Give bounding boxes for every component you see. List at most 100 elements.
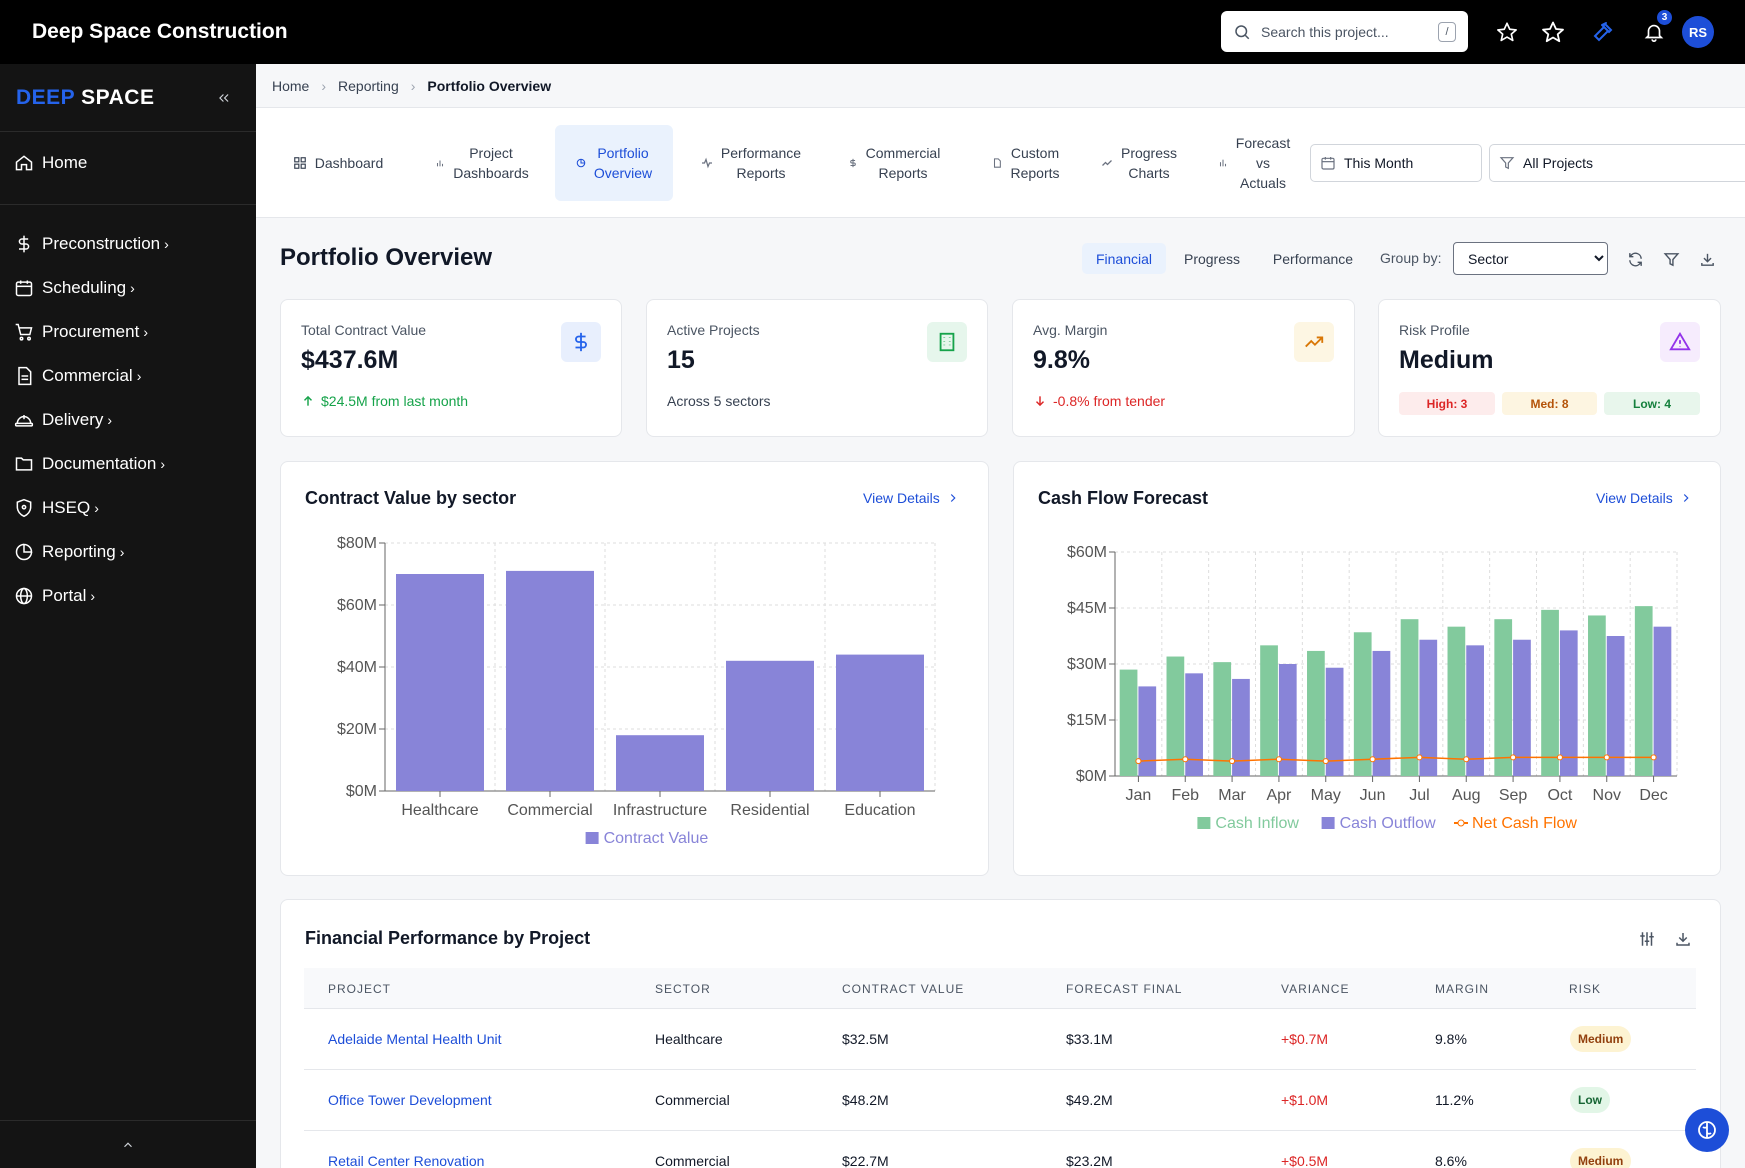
kpi-card-contract-value: Total Contract Value $437.6M $24.5M from… <box>280 299 622 437</box>
file-icon <box>994 158 1002 168</box>
sidebar-item-scheduling[interactable]: Scheduling › <box>14 276 135 300</box>
line-point <box>1650 754 1657 761</box>
star-outline-icon[interactable] <box>1539 18 1567 46</box>
view-tab-financial[interactable]: Financial <box>1082 243 1166 274</box>
column-header[interactable]: PROJECT <box>328 982 392 996</box>
view-tab-progress[interactable]: Progress <box>1183 250 1241 267</box>
filter-icon <box>1499 157 1515 170</box>
y-tick-label: $20M <box>337 721 377 738</box>
column-header[interactable]: CONTRACT VALUE <box>842 982 965 996</box>
cart-icon <box>15 323 33 341</box>
x-tick-label: Sep <box>1499 787 1528 804</box>
y-tick-label: $0M <box>346 783 377 800</box>
sidebar-item-documentation[interactable]: Documentation › <box>14 452 165 476</box>
project-link[interactable]: Retail Center Renovation <box>328 1153 485 1168</box>
legend-label: Cash Inflow <box>1215 815 1299 832</box>
y-tick-label: $60M <box>1067 544 1107 561</box>
bar <box>1307 650 1325 776</box>
contract-value-cell: $22.7M <box>842 1153 889 1168</box>
bar <box>1588 615 1606 776</box>
building-icon <box>927 322 967 362</box>
tab-custom-reports[interactable]: Custom Reports <box>976 125 1076 201</box>
refresh-icon[interactable] <box>1625 249 1645 269</box>
dollar-icon <box>18 235 30 253</box>
view-details-link[interactable]: View Details <box>863 490 960 506</box>
project-link[interactable]: Office Tower Development <box>328 1092 492 1108</box>
bar <box>836 654 924 791</box>
x-tick-label: Residential <box>730 802 809 819</box>
tab-project-dashboards[interactable]: Project Dashboards <box>426 125 538 201</box>
column-header[interactable]: SECTOR <box>655 982 711 996</box>
tab-forecast-vs-actuals[interactable]: Forecast vs Actuals <box>1204 125 1304 201</box>
tab-portfolio-overview[interactable]: Portfolio Overview <box>555 125 673 201</box>
bar <box>1166 656 1185 776</box>
sector-cell: Healthcare <box>655 1031 723 1047</box>
x-tick-label: Aug <box>1452 787 1480 804</box>
sidebar-item-preconstruction[interactable]: Preconstruction › <box>14 232 169 256</box>
group-by-select[interactable]: Sector <box>1453 242 1608 275</box>
bar <box>1213 662 1232 776</box>
download-icon[interactable] <box>1697 249 1717 269</box>
calendar-icon <box>1321 157 1335 170</box>
bar <box>1541 609 1559 776</box>
breadcrumb-home[interactable]: Home <box>272 77 310 94</box>
forecast-final-cell: $49.2M <box>1066 1092 1113 1108</box>
star-icon[interactable] <box>1493 18 1521 46</box>
report-tabs: Dashboard Project Dashboards Portfolio Ove… <box>256 108 1745 218</box>
hardhat-icon <box>14 415 34 427</box>
bar <box>1653 626 1672 776</box>
sidebar: DEEP SPACE Home Preconstruction › Schedul… <box>0 64 256 1168</box>
sidebar-item-portal[interactable]: Portal › <box>14 584 95 608</box>
user-avatar[interactable]: RS <box>1682 16 1714 48</box>
filter-icon[interactable] <box>1661 249 1681 269</box>
hammer-icon[interactable] <box>1589 18 1617 46</box>
sidebar-item-hseq[interactable]: HSEQ › <box>14 496 99 520</box>
shield-icon <box>16 498 32 518</box>
tab-progress-charts[interactable]: Progress Charts <box>1089 125 1189 201</box>
search-box[interactable]: / <box>1221 11 1468 52</box>
collapse-sidebar-icon[interactable] <box>214 88 234 108</box>
columns-settings-icon[interactable] <box>1638 930 1656 953</box>
x-tick-label: Infrastructure <box>613 802 707 819</box>
project-filter[interactable]: All Projects <box>1489 144 1745 182</box>
x-tick-label: Jan <box>1126 787 1152 804</box>
line-point <box>1463 756 1470 763</box>
sidebar-scroll-up[interactable] <box>0 1120 256 1168</box>
margin-cell: 9.8% <box>1435 1031 1467 1047</box>
variance-cell: +$0.7M <box>1281 1031 1329 1047</box>
calendar-icon <box>15 280 33 297</box>
y-tick-label: $60M <box>337 597 377 614</box>
bar <box>616 735 704 791</box>
sidebar-item-home[interactable]: Home <box>14 151 87 175</box>
brain-icon <box>1698 1121 1716 1139</box>
column-header[interactable]: MARGIN <box>1435 982 1489 996</box>
assistant-button[interactable] <box>1685 1108 1729 1152</box>
variance-cell: +$1.0M <box>1281 1092 1329 1108</box>
column-header[interactable]: RISK <box>1569 982 1602 996</box>
sidebar-item-procurement[interactable]: Procurement › <box>14 320 148 344</box>
date-filter[interactable]: This Month <box>1310 144 1482 182</box>
globe-icon <box>15 587 33 605</box>
search-input[interactable] <box>1261 23 1421 40</box>
tab-commercial-reports[interactable]: Commercial Reports <box>834 125 954 201</box>
tab-performance-reports[interactable]: Performance Reports <box>688 125 814 201</box>
warning-icon <box>1660 322 1700 362</box>
bell-icon[interactable]: 3 <box>1640 10 1672 46</box>
table-row: Adelaide Mental Health Unit Healthcare $… <box>304 1009 1696 1070</box>
sidebar-item-reporting[interactable]: Reporting › <box>14 540 124 564</box>
project-link[interactable]: Adelaide Mental Health Unit <box>328 1031 502 1047</box>
x-tick-label: Commercial <box>507 802 592 819</box>
table-download-icon[interactable] <box>1674 930 1692 953</box>
tab-dashboard[interactable]: Dashboard <box>286 125 390 201</box>
bar <box>1419 639 1438 776</box>
line-point <box>1322 758 1329 765</box>
y-tick-label: $30M <box>1067 656 1107 673</box>
view-tab-performance[interactable]: Performance <box>1272 250 1354 267</box>
column-header[interactable]: FORECAST FINAL <box>1066 982 1183 996</box>
column-header[interactable]: VARIANCE <box>1281 982 1350 996</box>
breadcrumb-reporting[interactable]: Reporting <box>338 77 399 94</box>
sidebar-item-commercial[interactable]: Commercial › <box>14 364 141 388</box>
sidebar-item-delivery[interactable]: Delivery › <box>14 408 112 432</box>
chart-card-cash-flow: Cash Flow Forecast View Details $0M $15M $… <box>1013 461 1721 876</box>
view-details-link[interactable]: View Details <box>1596 490 1693 506</box>
